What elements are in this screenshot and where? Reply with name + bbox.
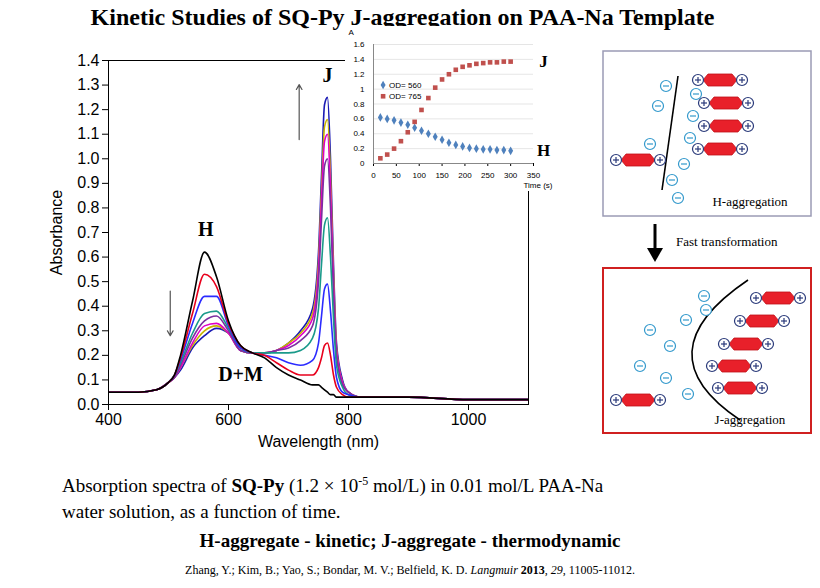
- svg-text:300: 300: [504, 171, 518, 180]
- svg-text:1.0: 1.0: [77, 150, 99, 167]
- svg-text:OD= 765: OD= 765: [389, 92, 422, 101]
- svg-text:0.9: 0.9: [77, 174, 99, 191]
- html-text:Kinetic Studies of SQ-Py J-agg: Kinetic Studies of SQ-Py J-aggregation o…: [90, 4, 715, 30]
- svg-text:1.2: 1.2: [353, 70, 365, 79]
- svg-text:200: 200: [458, 171, 472, 180]
- svg-text:1.3: 1.3: [77, 76, 99, 93]
- svg-text:1.4: 1.4: [77, 52, 99, 69]
- svg-text:0.6: 0.6: [353, 114, 365, 123]
- svg-text:Time (s): Time (s): [523, 181, 552, 190]
- svg-text:H: H: [198, 218, 214, 240]
- html-text:water solution, as a function: water solution, as a function of time.: [62, 501, 341, 523]
- svg-text:H: H: [537, 141, 550, 160]
- svg-text:0: 0: [360, 159, 365, 168]
- svg-text:1.4: 1.4: [353, 55, 365, 64]
- svg-text:0.4: 0.4: [353, 129, 365, 138]
- svg-text:0.2: 0.2: [77, 346, 99, 363]
- svg-text:100: 100: [413, 171, 427, 180]
- svg-text:1.6: 1.6: [353, 40, 365, 49]
- svg-text:250: 250: [481, 171, 495, 180]
- svg-text:0.0: 0.0: [77, 395, 100, 413]
- svg-text:0.4: 0.4: [77, 297, 99, 314]
- html-text:Absorption spectra of SQ-Py (1: Absorption spectra of SQ-Py (1.2 × 10-5m…: [62, 474, 604, 497]
- svg-text:0: 0: [371, 171, 376, 180]
- svg-text:400: 400: [95, 411, 122, 428]
- svg-text:J: J: [539, 52, 548, 71]
- svg-text:0.8: 0.8: [353, 100, 365, 109]
- svg-text:50: 50: [392, 171, 401, 180]
- svg-text:0.2: 0.2: [353, 144, 365, 153]
- svg-text:1000: 1000: [451, 411, 487, 428]
- svg-text:0.3: 0.3: [77, 322, 99, 339]
- html-text:Zhang, Y.; Kim, B.; Yao, S.; B: Zhang, Y.; Kim, B.; Yao, S.; Bondar, M. …: [185, 563, 635, 577]
- svg-text:A: A: [349, 28, 355, 37]
- svg-text:0.7: 0.7: [77, 224, 99, 241]
- svg-text:OD= 560: OD= 560: [389, 81, 422, 90]
- svg-text:0.8: 0.8: [77, 199, 99, 216]
- svg-text:J: J: [323, 64, 333, 86]
- svg-text:800: 800: [335, 411, 362, 428]
- svg-text:1.2: 1.2: [77, 101, 99, 118]
- svg-text:Absorbance: Absorbance: [48, 190, 65, 275]
- svg-text:1.1: 1.1: [77, 125, 99, 142]
- svg-text:Wavelength (nm): Wavelength (nm): [258, 433, 379, 450]
- svg-text:600: 600: [215, 411, 242, 428]
- html-text:H-aggregate - kinetic; J-aggre: H-aggregate - kinetic; J-aggregate - the…: [199, 530, 621, 551]
- svg-text:0.5: 0.5: [77, 273, 99, 290]
- svg-text:H-aggregation: H-aggregation: [712, 194, 788, 209]
- svg-text:0.6: 0.6: [77, 248, 99, 265]
- svg-text:0.1: 0.1: [77, 371, 99, 388]
- svg-text:Fast transformation: Fast transformation: [676, 234, 778, 249]
- svg-text:D+M: D+M: [218, 363, 263, 385]
- svg-text:150: 150: [435, 171, 449, 180]
- svg-text:350: 350: [527, 171, 541, 180]
- svg-text:1: 1: [360, 85, 365, 94]
- svg-text:J-aggregation: J-aggregation: [715, 412, 786, 427]
